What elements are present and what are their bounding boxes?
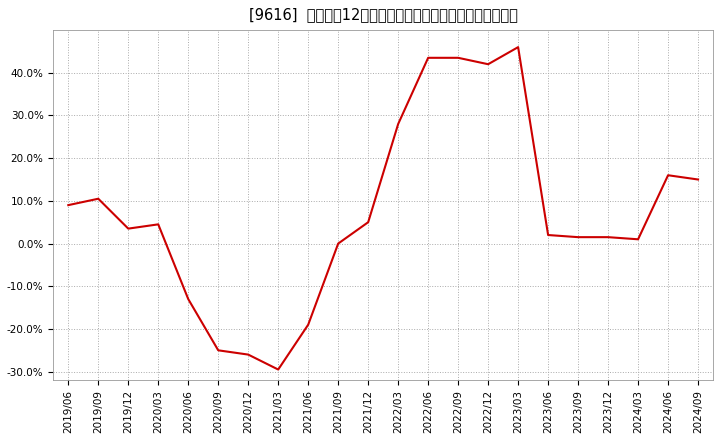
- Title: [9616]  売上高の12か月移動合計の対前年同期増減率の推移: [9616] 売上高の12か月移動合計の対前年同期増減率の推移: [248, 7, 518, 22]
